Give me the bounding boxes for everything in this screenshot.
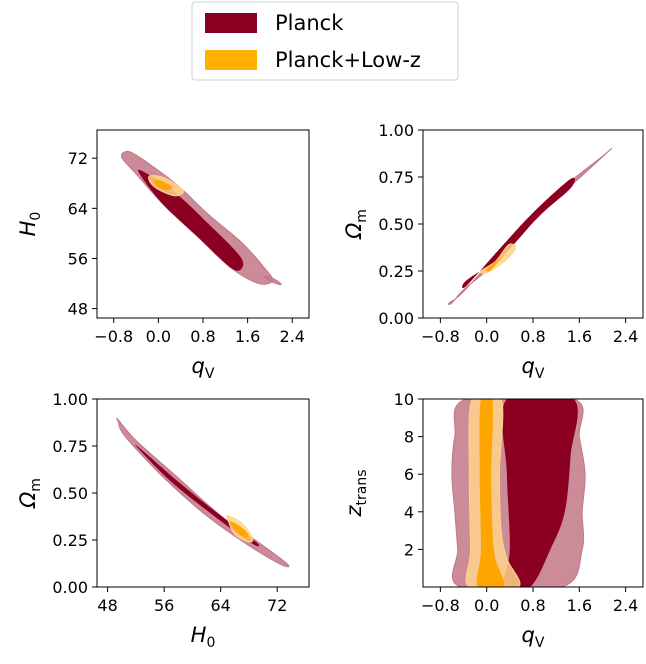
x-tick-label: 48 (97, 596, 117, 615)
x-tick-label: 0.8 (520, 327, 545, 346)
y-axis-label: ztrans (342, 469, 370, 517)
contour-planck-low-z-inner-3 (476, 399, 505, 587)
contours-top-left (120, 150, 282, 286)
x-tick-label: 1.6 (567, 327, 592, 346)
y-tick-label: 8 (404, 428, 414, 447)
x-tick-label: −0.8 (421, 327, 460, 346)
y-axis-label: H0 (16, 212, 44, 237)
y-tick-label: 0.50 (378, 215, 414, 234)
contours-bottom-left (116, 417, 290, 568)
legend-frame (191, 1, 459, 81)
x-tick-label: 0.0 (474, 596, 499, 615)
contour-planck-low-z-inner-3 (486, 254, 506, 272)
contour-planck-low-z-inner-4 (154, 179, 173, 190)
legend-swatch-planck (205, 13, 257, 33)
x-tick-label: 0.8 (190, 327, 215, 346)
x-tick-label: −0.8 (94, 327, 133, 346)
y-tick-label: 56 (68, 249, 88, 268)
x-tick-label: 2.4 (613, 596, 638, 615)
x-tick-label: 56 (154, 596, 174, 615)
y-axis-label: Ωm (342, 209, 370, 240)
x-tick-label: 0.8 (520, 596, 545, 615)
contour-planck-outer-0 (447, 147, 613, 305)
x-tick-label: 1.6 (567, 596, 592, 615)
x-tick-label: 0.0 (146, 327, 171, 346)
y-tick-label: 0.25 (378, 262, 414, 281)
axes-frame (422, 129, 644, 319)
contours-top-right (447, 147, 613, 305)
y-tick-label: 2 (404, 540, 414, 559)
panel-top-left: −0.8 0.0 0.8 1.6 2.4 48 56 64 72 qV H0 (16, 129, 310, 382)
x-tick-label: 2.4 (613, 327, 638, 346)
x-axis-label: H0 (191, 623, 216, 651)
y-tick-label: 48 (68, 300, 88, 319)
legend-swatch-planck-lowz (205, 50, 257, 70)
contour-planck-low-z-inner-3 (229, 521, 249, 538)
contour-planck-inner-2 (138, 169, 244, 271)
y-tick-label: 6 (404, 465, 414, 484)
x-tick-label: 0.0 (474, 327, 499, 346)
contour-planck-outer-0 (116, 417, 290, 568)
contour-planck-low-z-outer-2 (480, 243, 517, 275)
x-tick-label: 2.4 (280, 327, 305, 346)
panel-top-right: −0.8 0.0 0.8 1.6 2.4 0.00 0.25 0.50 0.75 1.00 qV Ωm (342, 121, 644, 382)
x-axis-label: qV (192, 354, 215, 382)
contours-bottom-right (451, 399, 586, 587)
y-tick-label: 1.00 (52, 390, 88, 409)
y-tick-label: 0.50 (52, 484, 88, 503)
y-tick-label: 72 (68, 149, 88, 168)
y-tick-label: 0.75 (378, 168, 414, 187)
y-tick-label: 10 (394, 390, 414, 409)
y-tick-label: 1.00 (378, 121, 414, 140)
contour-planck-outer-1 (263, 275, 282, 286)
y-tick-label: 0.00 (52, 578, 88, 597)
legend-label-planck-lowz: Planck+Low-z (275, 48, 421, 72)
x-axis-label: qV (522, 354, 545, 382)
legend: Planck Planck+Low-z (191, 1, 459, 81)
x-axis-label: qV (522, 623, 545, 651)
y-tick-label: 64 (68, 199, 88, 218)
panel-bottom-left: 48 56 64 72 0.00 0.25 0.50 0.75 1.00 H0 Ωm (16, 390, 310, 651)
panel-bottom-right: −0.8 0.0 0.8 1.6 2.4 2 4 6 8 10 qV ztrans (342, 390, 644, 651)
legend-label-planck: Planck (275, 11, 344, 35)
y-tick-label: 4 (404, 503, 414, 522)
x-tick-label: 72 (267, 596, 287, 615)
x-tick-label: −0.8 (421, 596, 460, 615)
y-tick-label: 0.25 (52, 531, 88, 550)
x-tick-label: 64 (210, 596, 230, 615)
y-tick-label: 0.75 (52, 437, 88, 456)
y-axis-label: Ωm (16, 478, 44, 509)
contour-planck-inner-1 (501, 399, 578, 587)
contour-planck-inner-1 (462, 177, 575, 289)
x-tick-label: 1.6 (235, 327, 260, 346)
y-tick-label: 0.00 (378, 309, 414, 328)
